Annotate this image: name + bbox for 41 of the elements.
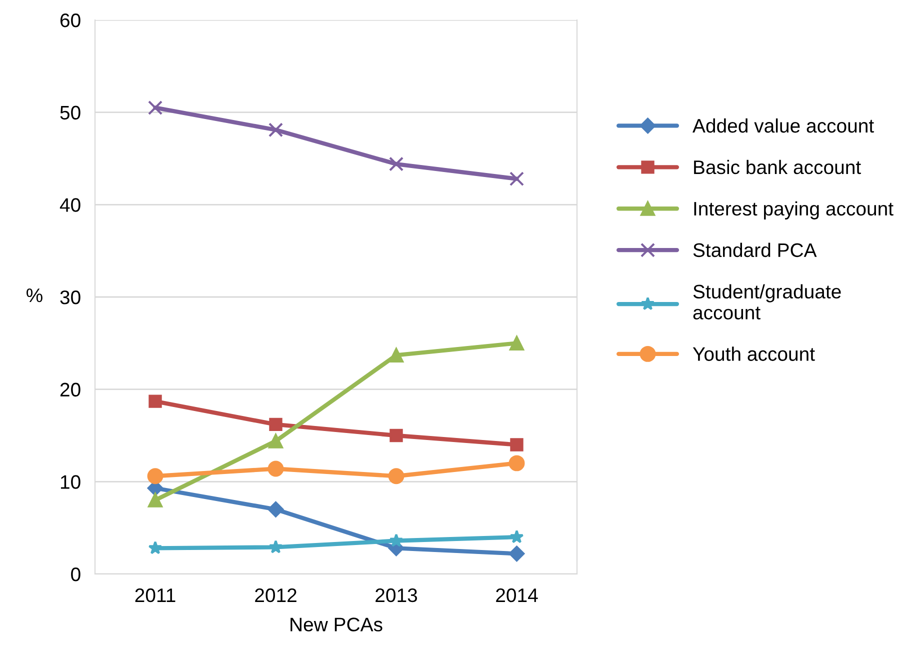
legend-label: Added value account [692,118,874,133]
point [388,468,404,484]
point [510,530,524,544]
y-tick-label: 40 [60,198,80,212]
point [509,336,524,350]
point [390,428,403,442]
point [268,434,284,448]
point [148,492,163,508]
legend-label: Basic bank account [694,160,861,174]
y-tick-label: 20 [60,382,80,397]
y-tick-label: 60 [60,13,80,28]
point [509,172,524,186]
point [148,100,163,116]
legend-label: Youth account [692,346,815,361]
legend-label: Interest paying account [694,201,894,220]
point [508,546,525,562]
point [148,394,162,408]
point [388,348,404,362]
point [269,418,282,432]
x-tick-label: 2013 [376,588,418,602]
point [268,501,284,518]
y-tick-label: 0 [71,567,80,582]
y-tick-label: 50 [60,106,80,120]
x-tick-label: 2012 [255,588,296,602]
point [268,540,283,554]
point [389,533,404,547]
legend-label: Student/graduate account [693,284,841,320]
x-tick-label: 2011 [135,588,176,602]
point [148,540,162,554]
legend-label: Standard PCA [693,242,817,258]
point [268,460,284,477]
x-axis-title: New PCAs [290,618,382,632]
x-tick-label: 2014 [496,588,538,602]
point [508,455,525,472]
point [510,438,524,452]
point [268,122,284,138]
point [147,468,164,484]
y-tick-label: 10 [60,475,80,489]
y-axis-title: % [26,288,42,302]
point [388,156,404,172]
y-tick-label: 30 [60,290,80,304]
